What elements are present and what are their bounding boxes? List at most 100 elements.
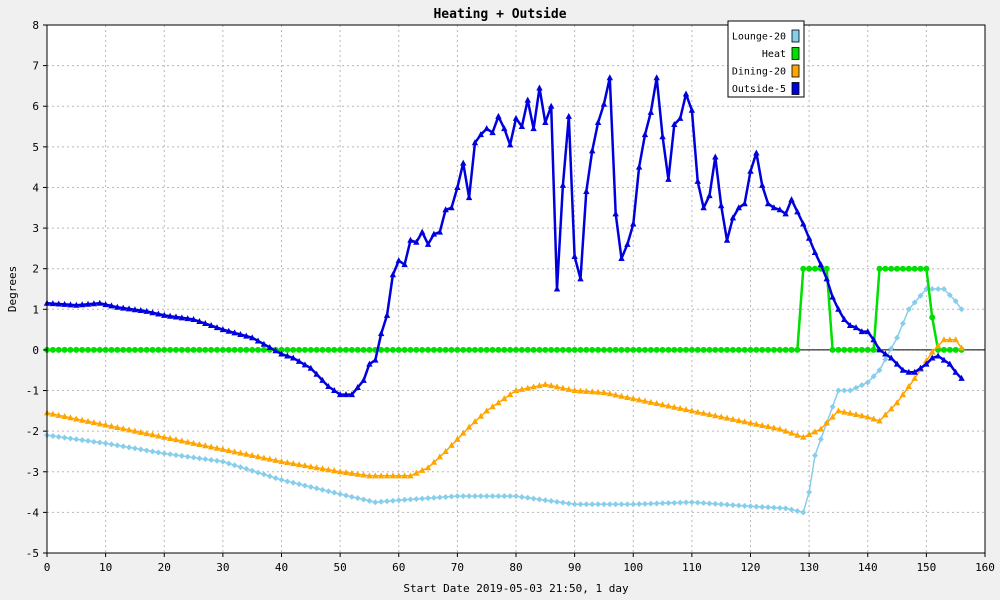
series-dining-20 (43, 336, 965, 479)
heat-point (530, 346, 537, 353)
outside-5-point (313, 370, 320, 377)
outside-5-point (706, 192, 713, 199)
outside-5-point (518, 123, 526, 130)
outside-5-point (864, 328, 871, 335)
series-lounge-20 (44, 286, 965, 516)
lounge-20-point (618, 501, 625, 508)
lounge-20-point (864, 379, 871, 386)
outside-5-point (776, 206, 784, 213)
x-tick-label: 20 (158, 561, 171, 574)
x-tick-label: 90 (568, 561, 581, 574)
heat-point (794, 346, 801, 353)
lounge-20-point (700, 500, 707, 507)
lounge-20-point (342, 492, 349, 499)
dining-20-point (647, 398, 655, 405)
outside-5-point (190, 315, 197, 322)
y-tick-label: 1 (32, 303, 39, 316)
lounge-20-point (225, 460, 232, 467)
dining-20-point (583, 387, 590, 394)
dining-20-point (430, 458, 438, 465)
heat-point (278, 346, 285, 353)
outside-5-point (600, 100, 608, 107)
lounge-20-point (436, 494, 443, 501)
dining-20-point (659, 401, 666, 408)
outside-5-point (143, 307, 150, 314)
lounge-20-point (665, 500, 672, 507)
outside-5-point (559, 181, 567, 188)
heat-point (442, 346, 449, 353)
heat-point (114, 346, 121, 353)
dining-20-point (764, 423, 772, 430)
heat-point (143, 346, 150, 353)
lounge-20-point (542, 497, 549, 504)
lounge-20-point (817, 436, 824, 443)
lounge-20-point (155, 449, 162, 456)
heat-point (483, 346, 490, 353)
y-tick-label: -4 (26, 506, 40, 519)
chart-title: Heating + Outside (433, 7, 566, 22)
dining-20-point (577, 387, 584, 394)
heat-point (96, 346, 103, 353)
outside-5-point (483, 125, 490, 132)
heat-point (102, 346, 109, 353)
lounge-20-point (647, 500, 654, 507)
lounge-20-point (870, 373, 877, 380)
outside-5-point (372, 356, 379, 363)
dining-20-point (436, 453, 443, 460)
outside-5-point (800, 220, 807, 227)
outside-5-point (172, 313, 180, 320)
lounge-20-point (354, 495, 361, 502)
outside-5-point (735, 204, 742, 211)
lounge-20-point (266, 473, 273, 480)
legend-label-dining-20: Dining-20 (732, 67, 786, 78)
lounge-20-point (589, 501, 596, 508)
heat-point (137, 346, 144, 353)
heat-point (301, 346, 308, 353)
dining-20-point (893, 399, 901, 406)
lounge-20-point (677, 499, 684, 506)
lounge-20-point (735, 502, 742, 509)
heat-point (126, 346, 133, 353)
heat-point (665, 346, 672, 353)
dining-20-point (196, 441, 203, 448)
heat-point (694, 346, 701, 353)
lounge-20-point (489, 493, 496, 500)
outside-5-point (547, 102, 555, 109)
heat-point (243, 346, 250, 353)
dining-20-point (788, 429, 795, 436)
heat-point (870, 346, 877, 353)
outside-5-point (888, 354, 895, 361)
dining-20-point (858, 412, 866, 419)
lounge-20-point (853, 384, 860, 391)
dining-20-point (413, 469, 420, 476)
heat-point (425, 346, 432, 353)
lounge-20-point (577, 501, 584, 508)
heat-point (548, 346, 555, 353)
dining-20-point (366, 472, 373, 479)
outside-5-point (753, 149, 760, 156)
dining-20-point (465, 423, 473, 430)
heat-point (219, 346, 226, 353)
heat-point (284, 346, 291, 353)
dining-20-point (207, 443, 215, 450)
heat-point (811, 265, 818, 272)
dining-20-point (501, 395, 508, 402)
heat-point (589, 346, 596, 353)
lounge-20-point (753, 503, 760, 510)
lounge-20-point (612, 501, 619, 508)
lounge-20-point (894, 334, 901, 341)
outside-5-point (905, 368, 912, 375)
lounge-20-point (425, 495, 432, 502)
heat-point (782, 346, 789, 353)
outside-5-point (846, 322, 854, 329)
heat-point (389, 346, 396, 353)
dining-20-point (641, 397, 649, 404)
outside-5-point (254, 337, 262, 344)
dining-20-point (547, 382, 555, 389)
y-tick-label: 8 (32, 19, 39, 32)
lounge-20-point (683, 499, 690, 506)
outside-5-point (137, 307, 144, 314)
heat-point (178, 346, 185, 353)
heat-point (800, 265, 807, 272)
outside-5-point (354, 383, 361, 390)
